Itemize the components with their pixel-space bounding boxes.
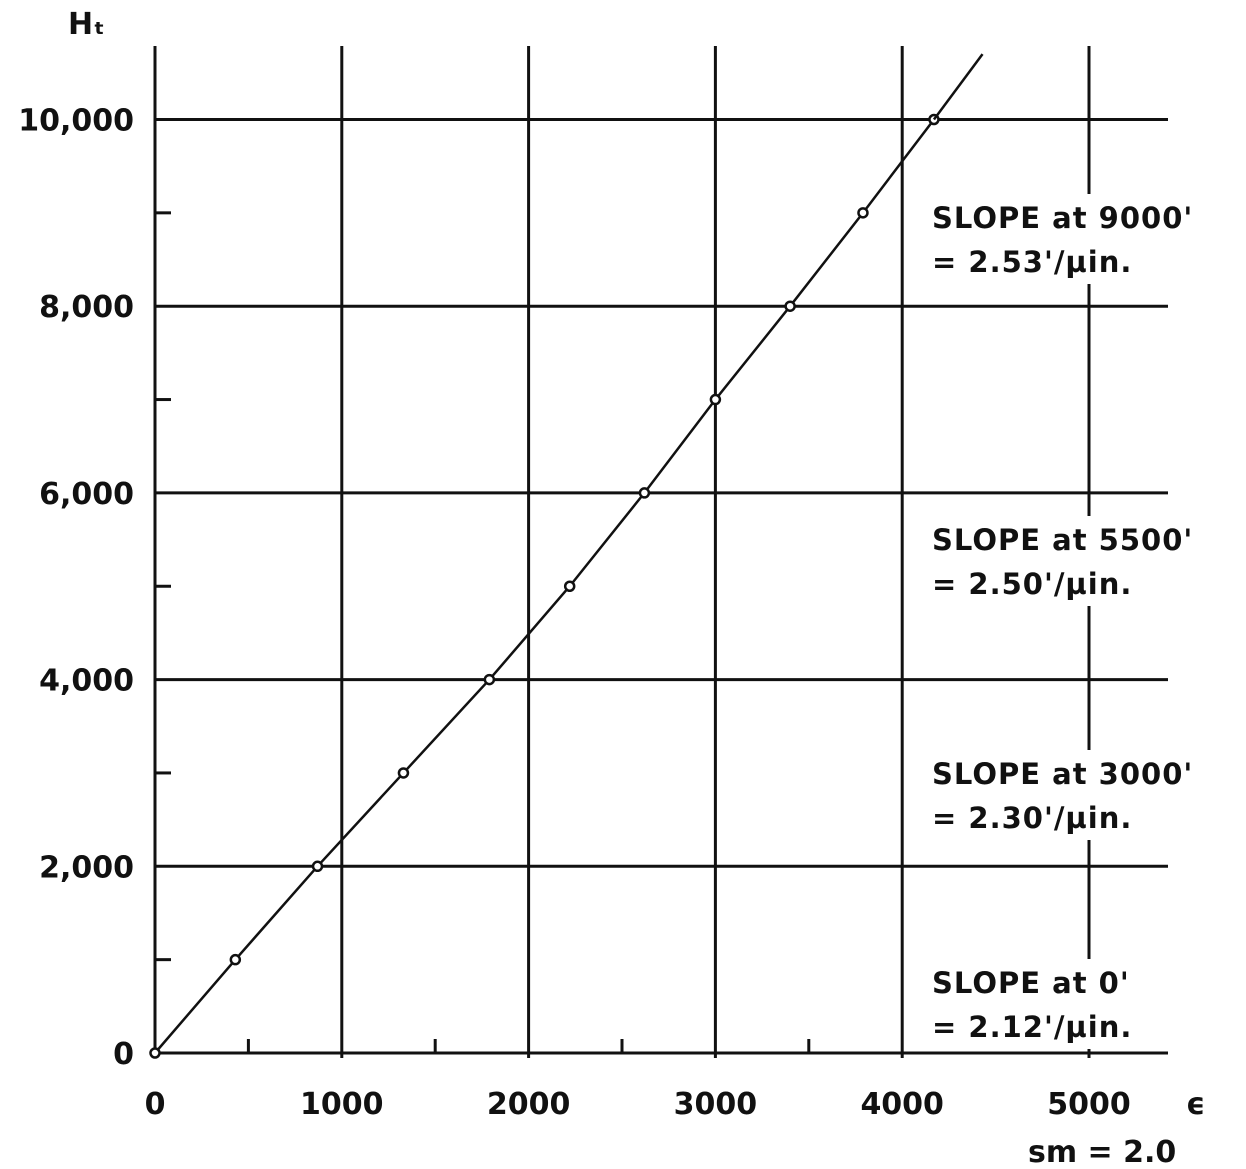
x-axis-label: ϵ (1186, 1087, 1205, 1122)
slope-annotation-title: SLOPE at 0' (932, 966, 1130, 1000)
slope-annotation-value: = 2.30'/µin. (932, 801, 1132, 835)
data-point (563, 580, 576, 592)
annotation-background (926, 750, 1228, 840)
data-point (857, 207, 869, 219)
data-point (397, 767, 410, 779)
slope-annotation-value: = 2.53'/µin. (932, 245, 1132, 279)
data-point (709, 393, 722, 406)
y-tick-label: 6,000 (39, 477, 134, 512)
y-tick-label: 2,000 (39, 850, 134, 885)
x-tick-label: 2000 (487, 1087, 571, 1122)
x-tick-label: 3000 (674, 1087, 758, 1122)
annotation-background (926, 516, 1228, 606)
data-point (149, 1047, 161, 1059)
series-line (154, 118, 935, 1054)
annotations: SLOPE at 9000' = 2.53'/µin. SLOPE at 5500'… (926, 194, 1228, 1049)
annotation-background (926, 194, 1228, 284)
x-tick-label: 1000 (300, 1087, 384, 1122)
data-point (311, 860, 324, 873)
data-point (229, 953, 242, 966)
series-line-extension (932, 53, 984, 121)
y-tick-label: 8,000 (39, 290, 134, 325)
slope-annotation-title: SLOPE at 3000' (932, 757, 1193, 791)
slope-annotation-title: SLOPE at 9000' (932, 201, 1193, 235)
y-axis-label: Hₜ (68, 7, 105, 42)
slope-annotation-value: = 2.50'/µin. (932, 567, 1132, 601)
slope-annotation-value: = 2.12'/µin. (932, 1010, 1132, 1044)
data-series (149, 53, 984, 1059)
y-tick-label: 0 (113, 1037, 134, 1072)
annotation-background (926, 959, 1228, 1049)
y-tick-label: 10,000 (18, 104, 134, 139)
x-tick-label: 0 (145, 1087, 166, 1122)
slope-annotation-title: SLOPE at 5500' (932, 523, 1193, 557)
x-tick-label: 5000 (1047, 1087, 1131, 1122)
data-point (638, 487, 651, 499)
y-tick-label: 4,000 (39, 664, 134, 699)
tick-labels: 0 1000 2000 3000 4000 5000 0 2,000 4,000 6,000 8,0… (18, 104, 1131, 1123)
scale-note: sm = 2.0 (1028, 1135, 1176, 1169)
data-point (483, 673, 496, 686)
data-point (784, 300, 796, 312)
x-tick-label: 4000 (860, 1087, 944, 1122)
